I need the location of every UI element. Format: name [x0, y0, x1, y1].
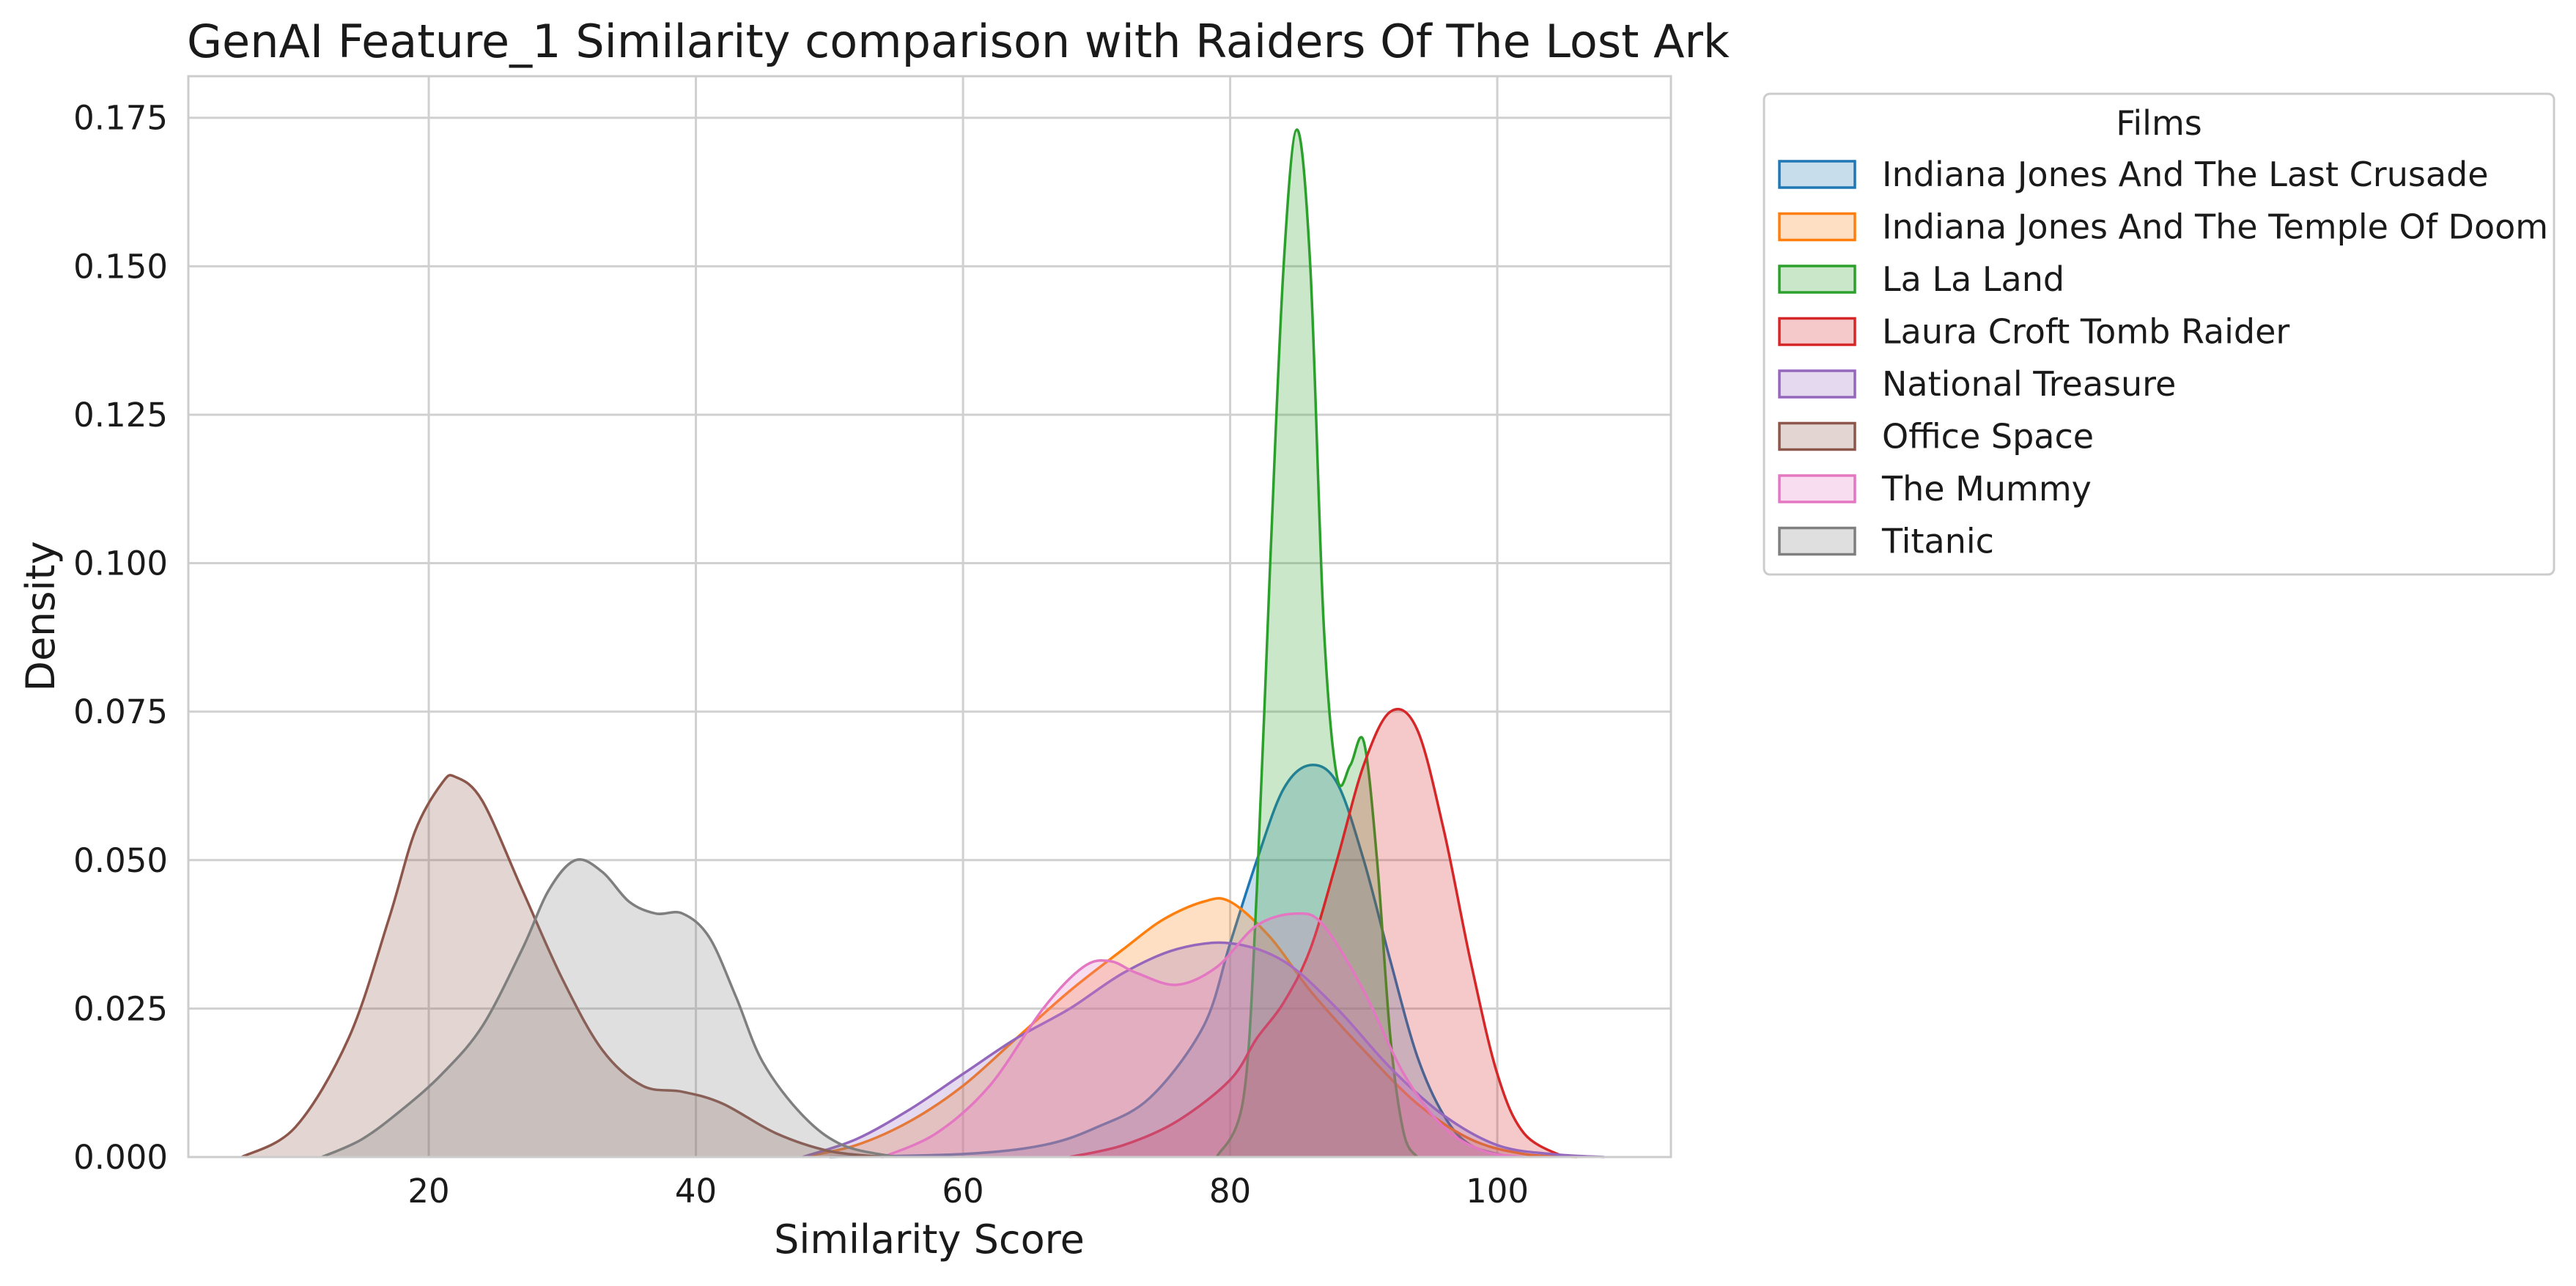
density-line-the-mummy	[882, 912, 1524, 1158]
legend-swatch	[1778, 369, 1856, 399]
y-axis-ticks: 0.000 0.025 0.050 0.075 0.100 0.125 0.150 0.175	[73, 99, 168, 1177]
density-area-titanic	[322, 859, 896, 1157]
legend-swatch	[1778, 317, 1856, 347]
series-office-space	[241, 774, 883, 1158]
y-tick-label: 0.125	[73, 396, 168, 435]
legend-swatch	[1778, 421, 1856, 451]
density-line-national-treasure	[802, 941, 1605, 1158]
density-area-indiana-jones-and-the-last-crusade	[829, 764, 1511, 1157]
legend-swatch	[1778, 212, 1856, 242]
density-area-indiana-jones-and-the-temple-of-doom	[802, 898, 1578, 1157]
plot-area	[187, 75, 1672, 1158]
y-tick-label: 0.100	[73, 544, 168, 583]
legend: Films Indiana Jones And The Last Crusade…	[1763, 92, 2555, 576]
series-laura-croft-tomb-raider	[1069, 708, 1565, 1158]
series-indiana-jones-and-the-last-crusade	[829, 764, 1511, 1158]
density-line-indiana-jones-and-the-last-crusade	[829, 764, 1511, 1158]
legend-swatch	[1778, 160, 1856, 189]
series-titanic	[321, 858, 897, 1158]
legend-item: Indiana Jones And The Temple Of Doom	[1778, 207, 2548, 247]
x-tick-label: 40	[675, 1172, 717, 1211]
legend-item: The Mummy	[1778, 469, 2092, 509]
legend-label: Office Space	[1882, 417, 2094, 457]
y-tick-label: 0.175	[73, 99, 168, 138]
density-line-office-space	[241, 774, 883, 1158]
series-la-la-land	[1215, 128, 1419, 1158]
density-area-national-treasure	[802, 942, 1604, 1157]
density-line-la-la-land	[1215, 128, 1419, 1158]
density-line-titanic	[321, 858, 897, 1158]
legend-label: National Treasure	[1882, 364, 2176, 404]
legend-item: Indiana Jones And The Last Crusade	[1778, 155, 2489, 194]
legend-title: Films	[2116, 103, 2202, 143]
legend-item: La La Land	[1778, 259, 2064, 299]
series-national-treasure	[802, 941, 1605, 1158]
x-axis-ticks: 20 40 60 80 100	[407, 1172, 1529, 1211]
density-line-laura-croft-tomb-raider	[1069, 708, 1565, 1158]
legend-item: National Treasure	[1778, 364, 2176, 404]
y-tick-label: 0.025	[73, 989, 168, 1028]
legend-label: La La Land	[1882, 259, 2064, 299]
legend-item: Office Space	[1778, 417, 2094, 457]
legend-item: Titanic	[1778, 522, 1994, 561]
legend-items: Indiana Jones And The Last Crusade Indian…	[1778, 155, 2548, 561]
legend-label: Indiana Jones And The Temple Of Doom	[1882, 207, 2548, 247]
legend-label: Indiana Jones And The Last Crusade	[1882, 155, 2489, 194]
plot-background	[188, 76, 1671, 1157]
x-tick-label: 20	[407, 1172, 449, 1211]
chart-title: GenAI Feature_1 Similarity comparison wi…	[187, 15, 1730, 68]
legend-swatch	[1778, 265, 1856, 294]
x-tick-label: 100	[1466, 1172, 1529, 1211]
legend-box	[1763, 92, 2555, 576]
legend-label: Titanic	[1881, 522, 1994, 561]
legend-swatch	[1778, 474, 1856, 503]
x-axis-label: Similarity Score	[774, 1216, 1085, 1263]
series-the-mummy	[882, 912, 1524, 1158]
x-tick-label: 80	[1209, 1172, 1251, 1211]
legend-swatch	[1778, 526, 1856, 556]
y-tick-label: 0.150	[73, 247, 168, 286]
y-tick-label: 0.050	[73, 841, 168, 880]
legend-label: Laura Croft Tomb Raider	[1882, 312, 2289, 352]
grid	[188, 76, 1671, 1158]
plot-frame	[187, 75, 1672, 1158]
legend-label: The Mummy	[1881, 469, 2092, 509]
density-area-la-la-land	[1217, 129, 1417, 1157]
y-tick-label: 0.075	[73, 692, 168, 731]
y-tick-label: 0.000	[73, 1138, 168, 1177]
y-axis-label: Density	[18, 541, 64, 691]
density-area-the-mummy	[882, 913, 1524, 1157]
series-layer	[241, 128, 1605, 1158]
legend-item: Laura Croft Tomb Raider	[1778, 312, 2289, 352]
density-area-office-space	[241, 775, 883, 1157]
x-tick-label: 60	[942, 1172, 983, 1211]
